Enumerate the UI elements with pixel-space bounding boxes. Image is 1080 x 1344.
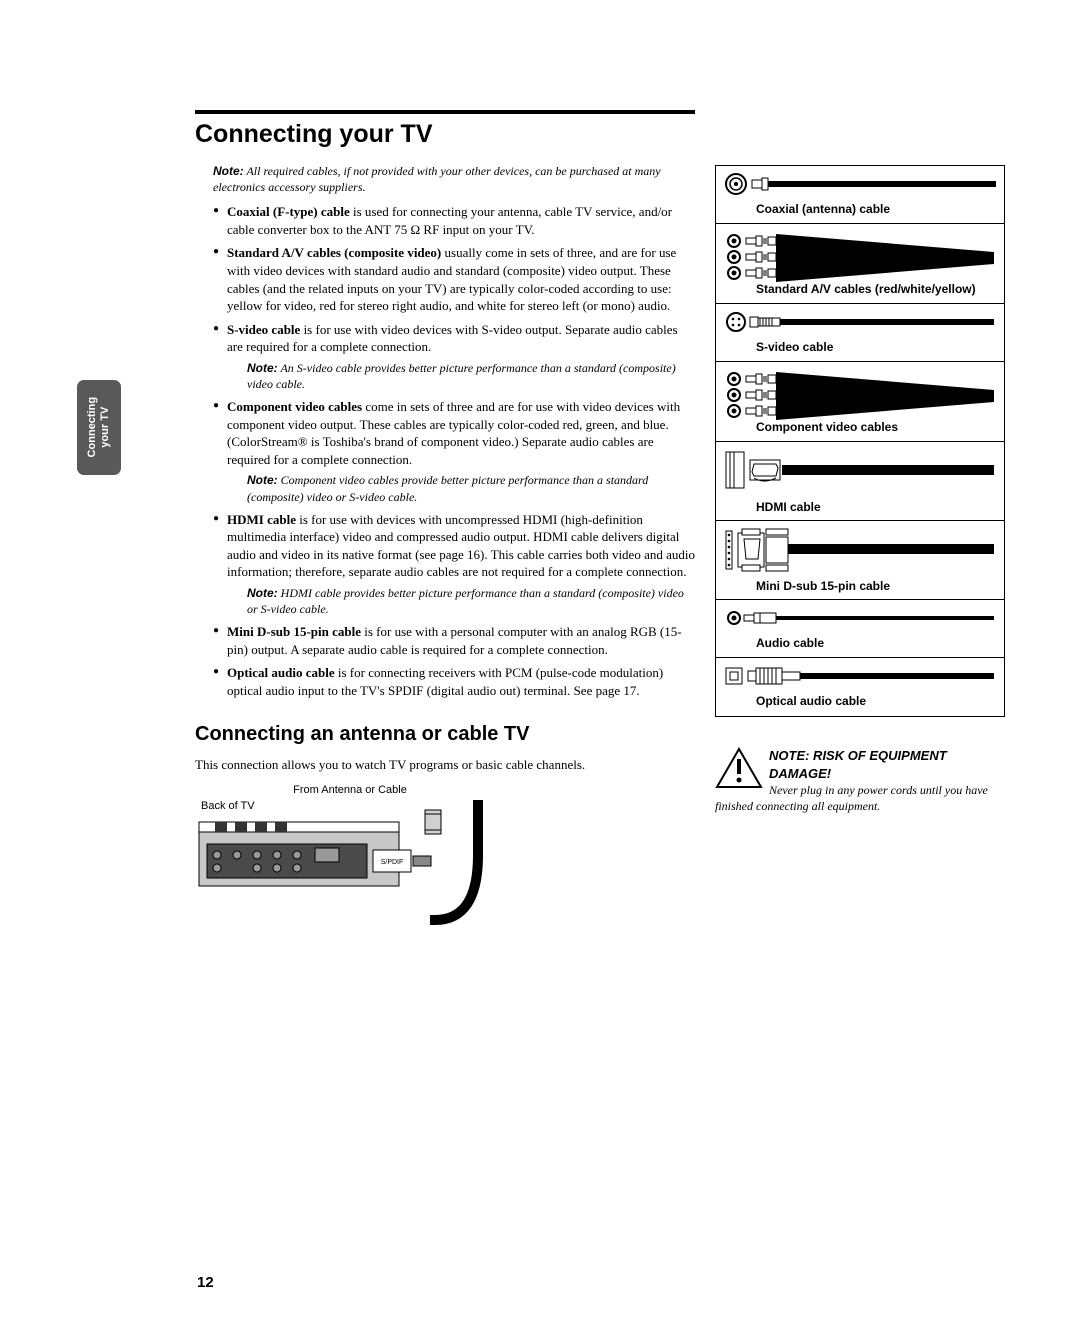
cable-label: Coaxial (antenna) cable: [756, 202, 996, 216]
cable-label: Audio cable: [756, 636, 996, 650]
bullet-item: Mini D-sub 15-pin cable is for use with …: [213, 623, 695, 658]
warning-note: NOTE: RISK OF EQUIPMENT DAMAGE! Never pl…: [715, 747, 1005, 814]
heading-rule: [195, 110, 695, 114]
warning-heading: NOTE: RISK OF EQUIPMENT DAMAGE!: [769, 748, 947, 781]
bullet-item: Component video cables come in sets of t…: [213, 398, 695, 505]
bullet-sub-note: Note: HDMI cable provides better picture…: [247, 585, 695, 617]
cable-row: Mini D-sub 15-pin cable: [716, 521, 1004, 600]
cable-row: Standard A/V cables (red/white/yellow): [716, 224, 1004, 304]
cable-row: HDMI cable: [716, 442, 1004, 521]
intro-note-text: All required cables, if not provided wit…: [213, 164, 661, 194]
cable-illustration: [724, 527, 996, 573]
bullet-item: Standard A/V cables (composite video) us…: [213, 244, 695, 314]
section-body: This connection allows you to watch TV p…: [195, 756, 695, 774]
diagram-back-label: Back of TV: [201, 800, 255, 812]
cable-label: S-video cable: [756, 340, 996, 354]
cable-illustration: [724, 230, 996, 284]
bullet-item: Coaxial (F-type) cable is used for conne…: [213, 203, 695, 238]
antenna-diagram: From Antenna or Cable Back of TV: [195, 784, 695, 930]
cable-illustration: [724, 368, 996, 422]
page-number: 12: [197, 1274, 214, 1291]
cable-row: Component video cables: [716, 362, 1004, 442]
cable-illustration: [724, 664, 996, 688]
cable-row: Audio cable: [716, 600, 1004, 658]
main-column: Connecting your TV Note: All required ca…: [195, 110, 695, 930]
cable-label: Standard A/V cables (red/white/yellow): [756, 282, 996, 296]
bullet-item: S-video cable is for use with video devi…: [213, 321, 695, 392]
tv-back-svg: S/PDIF: [195, 800, 505, 930]
page-title: Connecting your TV: [195, 120, 695, 149]
bullet-sub-note: Note: An S-video cable provides better p…: [247, 360, 695, 392]
bullet-item: HDMI cable is for use with devices with …: [213, 511, 695, 618]
cable-label: Mini D-sub 15-pin cable: [756, 579, 996, 593]
cable-row: Optical audio cable: [716, 658, 1004, 716]
cable-row: Coaxial (antenna) cable: [716, 166, 1004, 224]
tab-line2: your TV: [99, 407, 111, 448]
cable-illustration: [724, 606, 996, 630]
cable-illustration: [724, 310, 996, 334]
svg-text:S/PDIF: S/PDIF: [381, 859, 404, 866]
cable-row: S-video cable: [716, 304, 1004, 362]
intro-note-bold: Note:: [213, 164, 244, 178]
right-column: Coaxial (antenna) cable Standard A/V cabl…: [715, 165, 1005, 814]
bullet-list: Coaxial (F-type) cable is used for conne…: [213, 203, 695, 699]
bullet-item: Optical audio cable is for connecting re…: [213, 664, 695, 699]
cable-label: Optical audio cable: [756, 694, 996, 708]
tab-line1: Connecting: [86, 397, 98, 458]
cable-illustration: [724, 172, 996, 196]
cable-label: HDMI cable: [756, 500, 996, 514]
section-heading: Connecting an antenna or cable TV: [195, 723, 695, 746]
cable-label: Component video cables: [756, 420, 996, 434]
cable-reference-box: Coaxial (antenna) cable Standard A/V cabl…: [715, 165, 1005, 717]
warning-icon: [715, 747, 763, 789]
cable-illustration: [724, 448, 996, 494]
bullet-sub-note: Note: Component video cables provide bet…: [247, 472, 695, 504]
chapter-tab: Connecting your TV: [77, 380, 121, 475]
intro-note: Note: All required cables, if not provid…: [213, 163, 695, 195]
diagram-top-label: From Antenna or Cable: [195, 784, 505, 796]
